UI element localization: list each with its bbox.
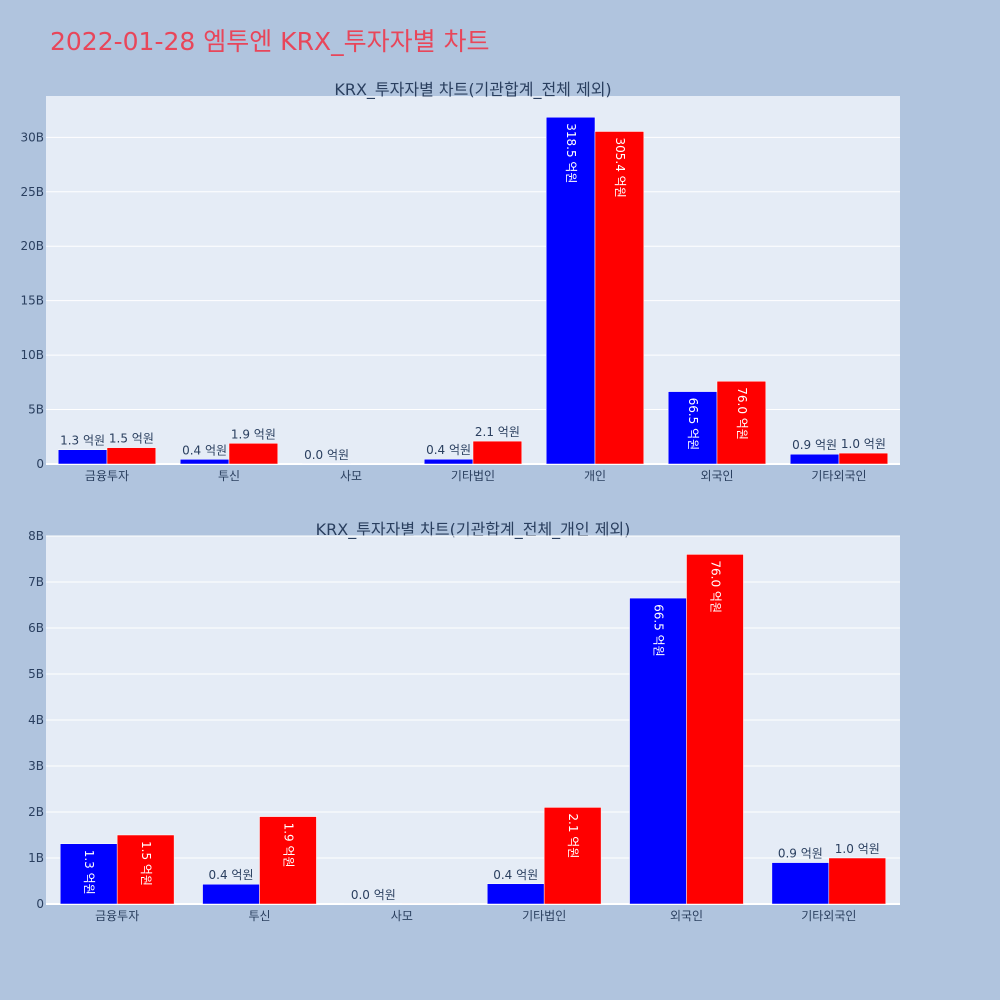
x-tick-label: 투신 xyxy=(218,469,240,483)
bar-data-label: 66.5 억원 xyxy=(686,398,700,451)
bar-data-label: 0.4 억원 xyxy=(209,868,254,882)
bar-data-label: 0.4 억원 xyxy=(493,868,538,882)
chart-title: KRX_투자자별 차트(기관합계_전체_개인 제외) xyxy=(316,520,631,540)
bar-data-label: 2.1 억원 xyxy=(566,813,580,858)
x-tick-label: 사모 xyxy=(340,469,362,483)
bar-data-label: 318.5 억원 xyxy=(564,123,578,183)
y-tick-label: 0 xyxy=(36,457,44,471)
bar xyxy=(59,843,118,905)
x-tick-label: 기타외국인 xyxy=(811,469,866,483)
bar xyxy=(57,449,108,465)
y-tick-label: 5B xyxy=(28,403,44,417)
bar-data-label: 305.4 억원 xyxy=(613,137,627,197)
bar xyxy=(472,440,523,465)
bar xyxy=(202,883,260,905)
bar-data-label: 1.9 억원 xyxy=(231,427,276,441)
chart-title: KRX_투자자별 차트(기관합계_전체 제외) xyxy=(334,80,611,100)
bar-data-label: 2.1 억원 xyxy=(475,425,520,439)
x-tick-label: 사모 xyxy=(391,909,413,923)
bar-data-label: 0.9 억원 xyxy=(792,438,837,452)
y-tick-label: 10B xyxy=(20,348,44,362)
x-tick-label: 투신 xyxy=(248,909,270,923)
bar xyxy=(259,816,317,905)
bar-data-label: 1.0 억원 xyxy=(835,842,880,856)
x-tick-label: 외국인 xyxy=(700,469,733,483)
bar-data-label: 0.0 억원 xyxy=(304,448,349,462)
bar xyxy=(838,452,889,465)
bar xyxy=(116,834,175,905)
bar xyxy=(179,459,230,465)
x-tick-label: 금융투자 xyxy=(85,469,129,483)
bar-data-label: 76.0 억원 xyxy=(735,387,749,440)
bar-data-label: 1.3 억원 xyxy=(82,850,96,895)
investor-bar-chart-bottom: KRX_투자자별 차트(기관합계_전체_개인 제외) 0 1B 2B 3B 4B 5B 6B 7… xyxy=(28,520,900,923)
bar-data-label: 1.9 억원 xyxy=(281,823,295,868)
bar-data-label: 76.0 억원 xyxy=(708,560,722,613)
y-tick-label: 30B xyxy=(20,130,44,144)
bar xyxy=(106,447,157,465)
x-tick-label: 외국인 xyxy=(670,909,703,923)
page-title: 2022-01-28 엠투엔 KRX_투자자별 차트 xyxy=(50,27,490,56)
y-tick-label: 4B xyxy=(28,713,44,727)
bar-data-label: 0.4 억원 xyxy=(426,443,471,457)
y-tick-label: 20B xyxy=(20,239,44,253)
y-tick-label: 2B xyxy=(28,805,44,819)
bar xyxy=(789,453,840,465)
bar-data-label: 0.9 억원 xyxy=(778,847,823,861)
bar xyxy=(543,807,602,905)
y-tick-label: 25B xyxy=(20,185,44,199)
bar-data-label: 0.4 억원 xyxy=(182,443,227,457)
y-tick-label: 8B xyxy=(28,529,44,543)
x-tick-label: 기타법인 xyxy=(522,909,566,923)
bar-data-label: 1.3 억원 xyxy=(60,434,105,448)
bar-data-label: 66.5 억원 xyxy=(652,604,666,657)
y-tick-label: 0 xyxy=(36,897,44,911)
y-tick-label: 6B xyxy=(28,621,44,635)
x-tick-label: 금융투자 xyxy=(95,909,139,923)
investor-bar-chart-top: KRX_투자자별 차트(기관합계_전체 제외) 0 5B 10B 15B 20B 25B 30… xyxy=(20,80,900,483)
bar xyxy=(771,862,830,905)
y-tick-label: 3B xyxy=(28,759,44,773)
y-tick-label: 7B xyxy=(28,575,44,589)
bar-data-label: 1.0 억원 xyxy=(841,437,886,451)
bar-data-label: 0.0 억원 xyxy=(351,888,396,902)
x-tick-label: 기타외국인 xyxy=(801,909,856,923)
plot-area xyxy=(46,96,900,464)
y-tick-label: 15B xyxy=(20,294,44,308)
bar xyxy=(545,116,596,465)
x-tick-label: 개인 xyxy=(584,469,606,483)
bar xyxy=(716,381,767,465)
bar xyxy=(594,131,645,465)
y-tick-label: 1B xyxy=(28,851,44,865)
bar-data-label: 1.5 억원 xyxy=(139,841,153,886)
bar xyxy=(228,443,279,465)
bar xyxy=(828,857,887,905)
bar xyxy=(629,597,687,905)
bar xyxy=(486,883,545,905)
x-tick-label: 기타법인 xyxy=(451,469,495,483)
y-tick-label: 5B xyxy=(28,667,44,681)
bar xyxy=(686,554,744,905)
bar xyxy=(423,458,474,465)
bar xyxy=(667,391,718,465)
bar-data-label: 1.5 억원 xyxy=(109,432,154,446)
